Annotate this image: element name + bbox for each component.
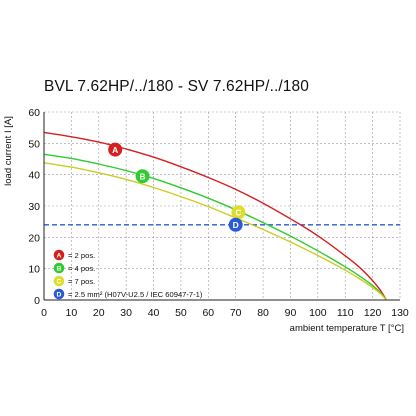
legend-label-b: = 4 pos. (68, 264, 95, 273)
x-tick-label: 120 (364, 307, 382, 319)
marker-b (135, 169, 150, 184)
legend-label-a: = 2 pos. (68, 251, 95, 260)
y-tick-label: 50 (28, 138, 40, 150)
series-line-c (43, 162, 387, 301)
legend-marker-label: C (57, 279, 62, 286)
grid (43, 111, 401, 301)
x-tick-label: 60 (202, 307, 214, 319)
x-tick-label: 30 (120, 307, 132, 319)
marker-d (228, 217, 243, 232)
x-axis-label: ambient temperature T [°C] (290, 323, 404, 334)
x-tick-label: 90 (285, 307, 297, 319)
y-tick-label: 30 (28, 201, 40, 213)
x-tick-label: 50 (175, 307, 187, 319)
x-tick-label: 10 (66, 307, 78, 319)
series-line-a (43, 131, 387, 301)
marker-label-c: C (235, 207, 241, 217)
legend-label-d: = 2.5 mm² (H07V-U2.5 / IEC 60947-7-1) (68, 290, 203, 299)
y-tick-label: 60 (28, 107, 40, 119)
chart-title: BVL 7.62HP/../180 - SV 7.62HP/../180 (44, 78, 309, 95)
marker-group: A B CD (108, 142, 246, 232)
x-tick-label: 130 (391, 307, 409, 319)
legend-marker-label: D (57, 292, 62, 299)
legend-marker-c (53, 275, 65, 287)
x-tick-label: 110 (337, 307, 354, 319)
series-line-b (43, 153, 387, 301)
legend-marker-label: B (57, 266, 62, 273)
y-tick-label: 10 (28, 264, 40, 276)
y-tick-label: 20 (28, 232, 40, 244)
legend-marker-a (53, 249, 65, 261)
marker-label-d: D (233, 220, 239, 230)
y-tick-label: 40 (28, 170, 40, 182)
y-axis-label: load current I [A] (3, 116, 14, 186)
x-tick-label: 0 (41, 307, 47, 319)
y-tick-labels: 0 10 20 30 40 50 60 (28, 107, 40, 307)
legend-marker-b (53, 262, 65, 274)
y-tick-label: 0 (34, 295, 40, 307)
legend-label-c: = 7 pos. (68, 277, 95, 286)
x-tick-label: 100 (309, 307, 327, 319)
x-tick-label: 40 (148, 307, 160, 319)
plot-frame (43, 112, 400, 301)
x-tick-labels: 0 10 20 30 40 50 60 70 80 90 100 110 120 130 (41, 307, 409, 319)
x-tick-label: 80 (257, 307, 269, 319)
marker-label-b: B (140, 171, 146, 181)
x-tick-label: 20 (93, 307, 105, 319)
legend-marker-label: A (57, 253, 62, 260)
series-group (43, 131, 387, 301)
legend-marker-d (53, 288, 65, 300)
marker-label-a: A (112, 145, 118, 155)
x-tick-label: 70 (230, 307, 242, 319)
marker-c (231, 205, 246, 220)
legend: A = 2 pos. B = 4 pos. C = 7 pos. D = 2.5 mm² (H… (53, 249, 203, 300)
marker-a (108, 142, 123, 157)
